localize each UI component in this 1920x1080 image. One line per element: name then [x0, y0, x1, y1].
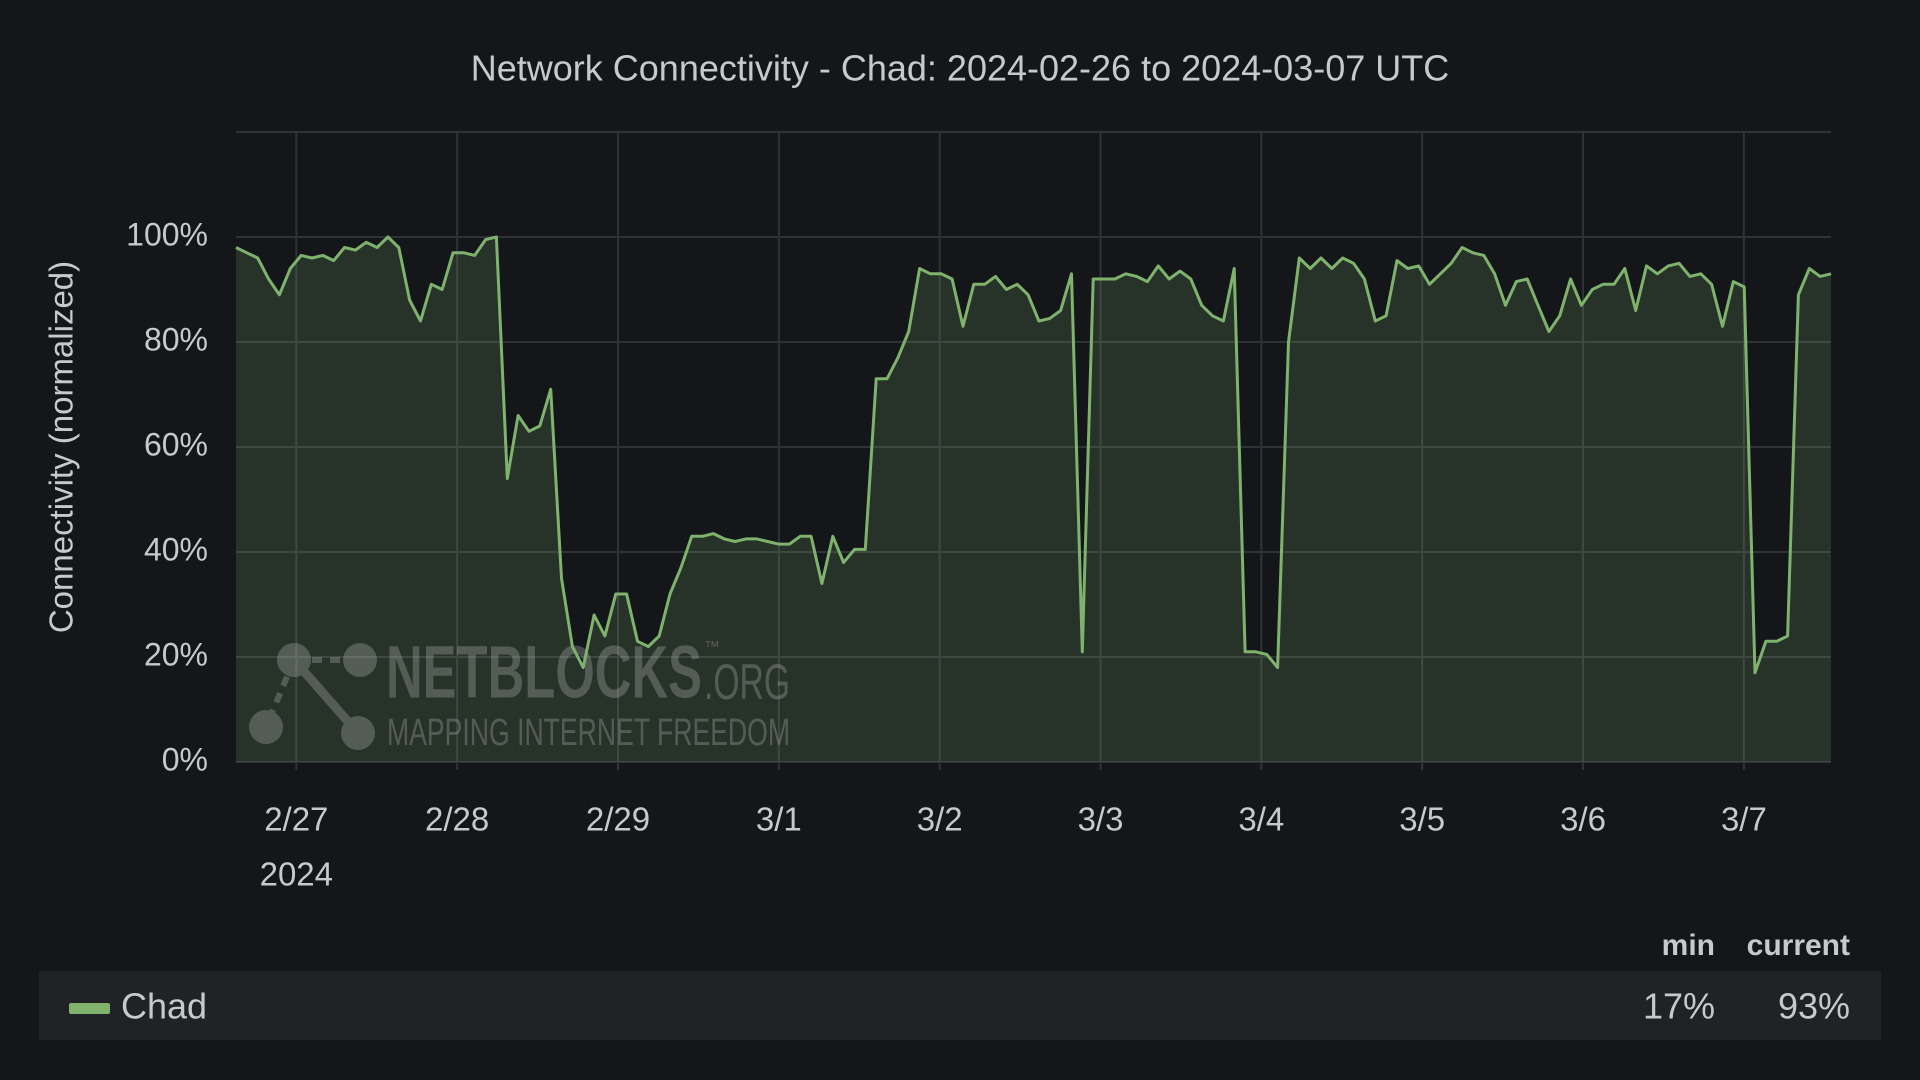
legend-value: 17% [1643, 986, 1715, 1027]
y-tick-label: 80% [144, 321, 208, 357]
x-year-label: 2024 [260, 856, 333, 893]
x-tick-label: 2/27 [264, 801, 328, 838]
legend-swatch [69, 1003, 110, 1014]
x-tick-label: 3/2 [917, 801, 963, 838]
x-tick-label: 3/7 [1721, 801, 1767, 838]
y-tick-label: 20% [144, 636, 208, 672]
x-tick-label: 3/5 [1399, 801, 1445, 838]
y-tick-label: 0% [162, 741, 208, 777]
logo-node [249, 710, 283, 744]
legend-header: min [1662, 929, 1715, 962]
x-tick-label: 3/1 [756, 801, 802, 838]
x-tick-label: 2/29 [586, 801, 650, 838]
y-tick-label: 100% [126, 216, 208, 252]
legend-value: 93% [1778, 986, 1850, 1027]
watermark: NETBLOCKS .ORG ™ MAPPING INTERNET FREEDO… [249, 631, 790, 754]
logo-link [263, 658, 297, 729]
line [235, 235, 1832, 675]
x-tick-label: 2/28 [425, 801, 489, 838]
y-tick-label: 40% [144, 531, 208, 567]
legend: Chad min current 17% 93% [39, 929, 1881, 1040]
x-tick-label: 3/6 [1560, 801, 1606, 838]
chart-title: Network Connectivity - Chad: 2024-02-26 … [471, 48, 1450, 89]
y-tick-label: 60% [144, 426, 208, 462]
x-tick-label: 3/3 [1078, 801, 1124, 838]
watermark-tld: .ORG [704, 654, 790, 710]
watermark-name: NETBLOCKS [386, 631, 702, 714]
legend-row [39, 971, 1881, 1040]
logo-node [343, 643, 377, 677]
legend-series-name: Chad [121, 986, 207, 1027]
legend-header: current [1747, 929, 1850, 962]
logo-node [277, 643, 311, 677]
watermark-tm: ™ [704, 639, 720, 656]
x-tick-label: 3/4 [1238, 801, 1284, 838]
watermark-tagline: MAPPING INTERNET FREEDOM [387, 712, 790, 754]
logo-link [290, 657, 362, 736]
logo-node [341, 716, 375, 750]
y-axis-label: Connectivity (normalized) [43, 261, 80, 633]
